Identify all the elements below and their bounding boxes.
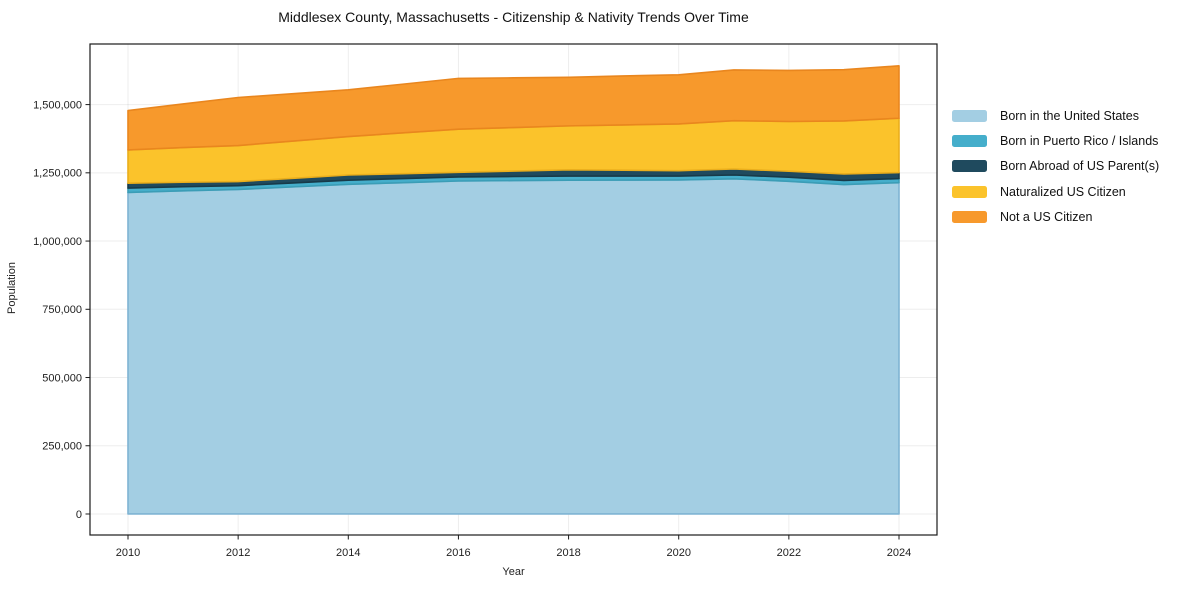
y-tick-label: 0: [76, 509, 82, 521]
y-axis-label: Population: [6, 262, 18, 314]
y-tick-label: 1,000,000: [33, 236, 82, 248]
legend-item-0: Born in the United States: [952, 103, 1159, 128]
legend-label: Born in Puerto Rico / Islands: [1000, 134, 1159, 149]
legend-swatch: [952, 135, 987, 148]
y-tick-label: 250,000: [42, 441, 82, 453]
area-4: [127, 65, 900, 151]
area-0: [127, 178, 900, 515]
x-tick-label: 2018: [556, 547, 580, 559]
legend-item-4: Not a US Citizen: [952, 205, 1159, 230]
legend-label: Naturalized US Citizen: [1000, 184, 1126, 199]
x-tick-label: 2010: [116, 547, 140, 559]
area-series: [127, 65, 900, 515]
x-axis-label: Year: [502, 566, 525, 578]
legend-swatch: [952, 211, 987, 224]
x-tick-label: 2012: [226, 547, 250, 559]
legend-label: Born Abroad of US Parent(s): [1000, 159, 1160, 174]
plot-frame: [89, 43, 938, 536]
legend-item-2: Born Abroad of US Parent(s): [952, 154, 1159, 179]
legend: Born in the United States Born in Puerto …: [952, 103, 1159, 230]
y-axis-ticks: 0 250,000 500,000 750,000 1,000,000 1,250,000…: [33, 99, 90, 521]
legend-swatch: [952, 160, 987, 173]
x-tick-label: 2024: [887, 547, 911, 559]
legend-swatch: [952, 185, 987, 198]
y-tick-label: 500,000: [42, 372, 82, 384]
x-tick-label: 2020: [666, 547, 690, 559]
x-tick-label: 2016: [446, 547, 470, 559]
x-tick-label: 2022: [777, 547, 801, 559]
y-tick-label: 1,500,000: [33, 99, 82, 111]
legend-item-3: Naturalized US Citizen: [952, 179, 1159, 204]
y-tick-label: 750,000: [42, 304, 82, 316]
x-axis-ticks: 2010 2012 2014 2016 2018 2020 2022 2024: [116, 535, 911, 559]
legend-item-1: Born in Puerto Rico / Islands: [952, 128, 1159, 153]
legend-swatch: [952, 109, 987, 122]
chart-title: Middlesex County, Massachusetts - Citize…: [278, 9, 749, 25]
legend-label: Not a US Citizen: [1000, 210, 1093, 225]
y-tick-label: 1,250,000: [33, 168, 82, 180]
x-tick-label: 2014: [336, 547, 360, 559]
legend-label: Born in the United States: [1000, 108, 1139, 123]
